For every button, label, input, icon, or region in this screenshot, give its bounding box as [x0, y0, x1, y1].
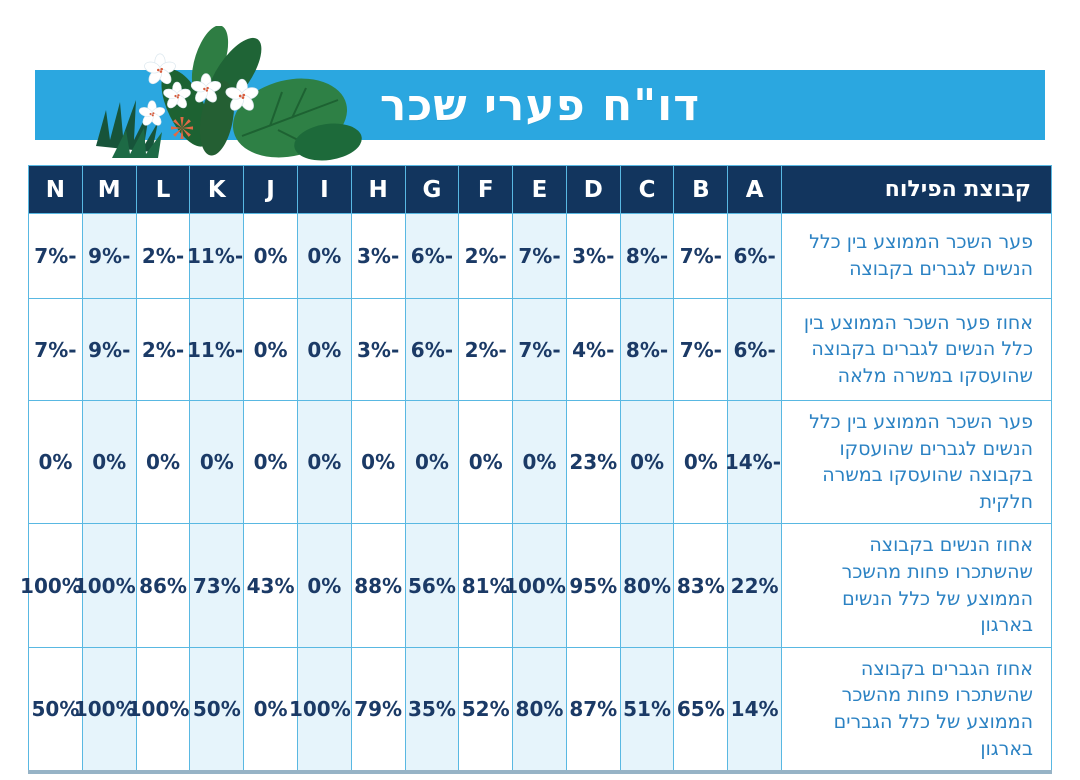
cell-G-row2: -6%: [404, 298, 460, 401]
cell-N-row4: 100%: [20, 523, 83, 648]
cell-N-row3: 0%: [28, 399, 83, 525]
cell-F-row1: -2%: [458, 213, 514, 299]
cell-C-row5: 51%: [619, 646, 675, 775]
cell-J-row5: 0%: [243, 646, 298, 775]
cell-B-row5: 65%: [673, 646, 729, 775]
cell-A-row2: -6%: [727, 298, 782, 401]
cell-N-row2: -7%: [28, 298, 83, 401]
cell-M-row4: 100%: [74, 523, 137, 648]
column-header-B: B: [673, 165, 729, 214]
cell-I-row1: 0%: [296, 213, 352, 299]
cell-M-row5: 100%: [74, 646, 137, 775]
cell-D-row1: -3%: [565, 213, 621, 299]
cell-F-row4: 81%: [458, 523, 514, 648]
cell-J-row4: 43%: [243, 523, 298, 648]
cell-C-row3: 0%: [619, 399, 675, 525]
cell-A-row4: 22%: [727, 523, 782, 648]
cell-C-row4: 80%: [619, 523, 675, 648]
cell-E-row2: -7%: [512, 298, 567, 401]
cell-C-row2: -8%: [619, 298, 675, 401]
cell-I-row4: 0%: [296, 523, 352, 648]
cell-G-row4: 56%: [404, 523, 460, 648]
column-header-M: M: [81, 165, 137, 214]
row-label-3: פער השכר הממוצע בין כלל הנשים לגברים שהו…: [781, 399, 1052, 525]
cell-D-row3: 23%: [565, 399, 621, 525]
cell-F-row5: 52%: [458, 646, 514, 775]
cell-B-row1: -7%: [673, 213, 729, 299]
table-row-4: אחוז הנשים בקבוצה שהשתכרו פחות מהשכר הממ…: [20, 523, 1052, 648]
cell-E-row3: 0%: [512, 399, 567, 525]
cell-K-row1: -11%: [187, 213, 245, 299]
cell-I-row2: 0%: [296, 298, 352, 401]
cell-N-row1: -7%: [28, 213, 83, 299]
cell-K-row5: 50%: [189, 646, 245, 775]
column-header-E: E: [512, 165, 567, 214]
column-header-N: N: [28, 165, 83, 214]
column-header-J: J: [243, 165, 298, 214]
column-header-L: L: [135, 165, 191, 214]
cell-K-row2: -11%: [187, 298, 245, 401]
title-banner: דו"ח פערי שכר: [35, 70, 1045, 140]
cell-L-row3: 0%: [135, 399, 191, 525]
cell-A-row1: -6%: [727, 213, 782, 299]
cell-M-row1: -9%: [81, 213, 137, 299]
cell-A-row3: -14%: [725, 399, 782, 525]
cell-L-row4: 86%: [135, 523, 191, 648]
cell-K-row4: 73%: [189, 523, 245, 648]
cell-G-row1: -6%: [404, 213, 460, 299]
cell-H-row3: 0%: [350, 399, 406, 525]
cell-D-row4: 95%: [565, 523, 621, 648]
column-header-F: F: [458, 165, 514, 214]
page-title: דו"ח פערי שכר: [379, 79, 701, 131]
cell-I-row5: 100%: [289, 646, 352, 775]
cell-H-row5: 79%: [350, 646, 406, 775]
column-header-A: A: [727, 165, 782, 214]
cell-D-row2: -4%: [565, 298, 621, 401]
column-header-C: C: [619, 165, 675, 214]
cell-N-row5: 50%: [28, 646, 83, 775]
cell-K-row3: 0%: [189, 399, 245, 525]
cell-B-row4: 83%: [673, 523, 729, 648]
cell-H-row1: -3%: [350, 213, 406, 299]
cell-E-row5: 80%: [512, 646, 567, 775]
row-label-1: פער השכר הממוצע בין כלל הנשים לגברים בקב…: [781, 213, 1052, 299]
column-header-H: H: [350, 165, 406, 214]
cell-L-row2: -2%: [135, 298, 191, 401]
row-label-2: אחוז פער השכר הממוצע בין כלל הנשים לגברי…: [781, 298, 1052, 401]
cell-F-row3: 0%: [458, 399, 514, 525]
cell-D-row5: 87%: [565, 646, 621, 775]
column-header-D: D: [565, 165, 621, 214]
cell-A-row5: 14%: [727, 646, 782, 775]
row-label-4: אחוז הנשים בקבוצה שהשתכרו פחות מהשכר הממ…: [781, 523, 1052, 648]
cell-H-row4: 88%: [350, 523, 406, 648]
cell-J-row3: 0%: [243, 399, 298, 525]
column-header-G: G: [404, 165, 460, 214]
cell-J-row1: 0%: [243, 213, 298, 299]
cell-F-row2: -2%: [458, 298, 514, 401]
cell-J-row2: 0%: [243, 298, 298, 401]
table-row-3: פער השכר הממוצע בין כלל הנשים לגברים שהו…: [28, 399, 1052, 525]
cell-L-row1: -2%: [135, 213, 191, 299]
table-row-1: פער השכר הממוצע בין כלל הנשים לגברים בקב…: [28, 213, 1052, 299]
cell-E-row4: 100%: [504, 523, 567, 648]
cell-G-row5: 35%: [404, 646, 460, 775]
cell-M-row3: 0%: [81, 399, 137, 525]
cell-C-row1: -8%: [619, 213, 675, 299]
cell-B-row2: -7%: [673, 298, 729, 401]
cell-E-row1: -7%: [512, 213, 567, 299]
cell-L-row5: 100%: [128, 646, 191, 775]
cell-B-row3: 0%: [673, 399, 729, 525]
column-header-I: I: [296, 165, 352, 214]
table-row-2: אחוז פער השכר הממוצע בין כלל הנשים לגברי…: [28, 298, 1052, 401]
row-label-5: אחוז הגברים בקבוצה שהשתכרו פחות מהשכר המ…: [781, 646, 1052, 775]
cell-G-row3: 0%: [404, 399, 460, 525]
cell-I-row3: 0%: [296, 399, 352, 525]
cell-H-row2: -3%: [350, 298, 406, 401]
table-row-5: אחוז הגברים בקבוצה שהשתכרו פחות מהשכר המ…: [28, 646, 1052, 775]
segmentation-group-header: קבוצת הפילוח: [781, 165, 1052, 214]
cell-M-row2: -9%: [81, 298, 137, 401]
column-header-K: K: [189, 165, 245, 214]
